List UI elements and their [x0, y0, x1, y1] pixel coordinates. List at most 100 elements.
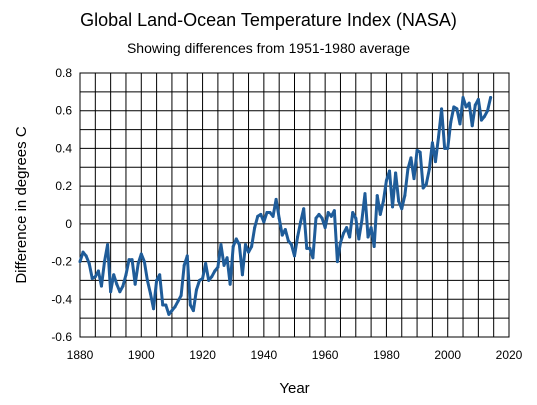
data-point	[437, 135, 441, 139]
data-point	[486, 109, 490, 113]
data-point	[222, 263, 226, 267]
data-point	[145, 278, 149, 282]
data-point	[173, 305, 177, 309]
y-axis-ticks: -0.6 -0.4 -0.2 0 0.2 0.4 0.6 0.8	[51, 66, 72, 344]
data-point	[188, 303, 192, 307]
data-point	[152, 307, 156, 311]
data-point	[231, 244, 235, 248]
data-point	[366, 235, 370, 239]
y-tick-label: 0	[65, 217, 72, 231]
data-points	[78, 96, 493, 316]
data-point	[210, 275, 214, 279]
data-point	[394, 171, 398, 175]
data-point	[106, 243, 110, 247]
data-point	[427, 167, 431, 171]
data-point	[250, 244, 254, 248]
data-point	[194, 288, 198, 292]
data-point	[384, 178, 388, 182]
y-tick-label: -0.4	[51, 292, 72, 306]
data-point	[148, 292, 152, 296]
data-point	[201, 277, 205, 281]
data-point	[342, 231, 346, 235]
data-point	[360, 218, 364, 222]
data-point	[286, 239, 290, 243]
data-point	[234, 237, 238, 241]
data-point	[470, 124, 474, 128]
chart-title: Global Land-Ocean Temperature Index (NAS…	[80, 10, 457, 30]
data-point	[161, 303, 165, 307]
data-point	[121, 284, 125, 288]
data-point	[293, 254, 296, 258]
data-point	[449, 120, 453, 124]
data-point	[415, 148, 419, 152]
data-point	[354, 216, 358, 220]
data-point	[274, 197, 278, 201]
x-tick-label: 1920	[189, 348, 216, 362]
data-point	[412, 177, 416, 181]
data-point	[112, 273, 116, 277]
data-point	[314, 216, 318, 220]
y-axis-label: Difference in degrees C	[13, 126, 30, 283]
data-point	[476, 97, 480, 101]
data-point	[489, 96, 493, 100]
data-point	[473, 103, 477, 107]
data-point	[433, 160, 437, 164]
data-point	[240, 273, 244, 277]
data-point	[207, 278, 211, 282]
data-point	[167, 312, 171, 316]
y-tick-label: 0.6	[55, 104, 72, 118]
grid-lines	[80, 73, 509, 337]
data-point	[458, 122, 462, 126]
data-point	[96, 269, 100, 273]
x-tick-label: 1980	[373, 348, 400, 362]
data-point	[103, 260, 107, 264]
data-point	[455, 107, 459, 111]
data-point	[387, 169, 391, 173]
data-point	[253, 226, 257, 230]
x-axis-label: Year	[279, 380, 309, 397]
data-point	[418, 150, 422, 154]
data-point	[170, 309, 174, 313]
data-point	[81, 250, 85, 254]
data-point	[467, 101, 471, 105]
data-point	[308, 246, 312, 250]
data-point	[136, 261, 140, 265]
data-point	[87, 261, 91, 265]
data-point	[421, 186, 425, 190]
data-point	[338, 241, 342, 245]
data-point	[198, 278, 202, 282]
data-point	[464, 105, 468, 109]
data-point	[155, 278, 159, 282]
data-point	[302, 207, 306, 211]
data-point	[289, 243, 293, 247]
data-point	[139, 252, 143, 256]
data-point	[369, 226, 373, 230]
data-point	[440, 107, 444, 111]
data-point	[296, 235, 300, 239]
data-point	[280, 233, 284, 237]
data-point	[403, 194, 407, 198]
y-tick-label: -0.2	[51, 255, 72, 269]
data-point	[262, 220, 266, 224]
data-point	[237, 243, 241, 247]
data-point	[265, 211, 269, 215]
data-point	[243, 243, 247, 247]
data-point	[228, 282, 232, 286]
data-point	[446, 146, 450, 150]
data-point	[176, 299, 180, 303]
x-tick-label: 2020	[496, 348, 523, 362]
data-point	[78, 260, 82, 264]
data-point	[256, 214, 260, 218]
data-point	[204, 261, 208, 265]
data-point	[443, 146, 447, 150]
data-point	[99, 284, 103, 288]
data-point	[133, 282, 137, 286]
data-point	[271, 214, 275, 218]
data-point	[127, 258, 131, 262]
x-tick-label: 1880	[67, 348, 94, 362]
data-point	[479, 118, 483, 122]
data-point	[320, 216, 324, 220]
data-point	[84, 254, 88, 258]
data-point	[345, 226, 349, 230]
